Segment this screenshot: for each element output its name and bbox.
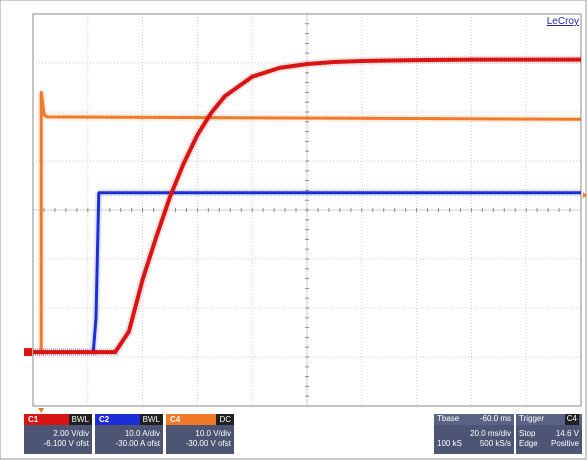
trigger-mode: Stop <box>519 429 536 438</box>
channel-tag: DC <box>216 414 234 425</box>
timebase-samples: 100 kS <box>437 439 462 448</box>
trigger-channel: C4 <box>564 414 579 425</box>
channel-panel-c2[interactable]: C2 BWL 10.0 A/div -30.00 A ofst <box>95 414 163 454</box>
channel-panel-c4[interactable]: C4 DC 10.0 V/div -30.00 V ofst <box>166 414 234 454</box>
grid <box>32 13 582 407</box>
channel-tag: BWL <box>139 414 163 425</box>
markers <box>24 192 587 413</box>
ground-marker-c1[interactable] <box>24 348 32 357</box>
channel-tag: BWL <box>68 414 92 425</box>
timebase-panel[interactable]: Tbase -60.0 ms 20.0 ms/div 100 kS 500 kS… <box>434 414 514 454</box>
trigger-panel[interactable]: Trigger C4 Stop 14.6 V Edge Positive <box>516 414 582 454</box>
trigger-label: Trigger <box>519 414 545 423</box>
channel-name: C1 <box>28 415 39 424</box>
channel-scale: 2.00 V/div <box>53 429 89 438</box>
channel-scale: 10.0 A/div <box>124 429 160 438</box>
timebase-rate: 500 kS/s <box>479 439 511 448</box>
channel-offset: -30.00 V ofst <box>185 439 231 448</box>
trigger-level-marker[interactable] <box>583 192 587 199</box>
trigger-slope: Positive <box>550 439 579 448</box>
trigger-time-marker[interactable] <box>38 408 45 413</box>
traces <box>33 55 582 357</box>
channel-scale: 10.0 V/div <box>195 429 231 438</box>
channel-name: C4 <box>170 415 181 424</box>
channel-offset: -6.100 V ofst <box>43 439 89 448</box>
brand-logo: LeCroy <box>546 16 579 27</box>
timebase-label: Tbase <box>437 414 460 423</box>
timebase-scale: 20.0 ms/div <box>470 429 511 438</box>
channel-panel-c1[interactable]: C1 BWL 2.00 V/div -6.100 V ofst <box>24 414 92 454</box>
timebase-position: -60.0 ms <box>479 414 511 423</box>
trace-c1 <box>33 57 581 355</box>
channel-name: C2 <box>99 415 110 424</box>
trace-noise-c1 <box>33 55 581 357</box>
channel-offset: -30.00 A ofst <box>115 439 160 448</box>
trigger-level: 14.6 V <box>555 429 579 438</box>
trigger-type: Edge <box>519 439 538 448</box>
